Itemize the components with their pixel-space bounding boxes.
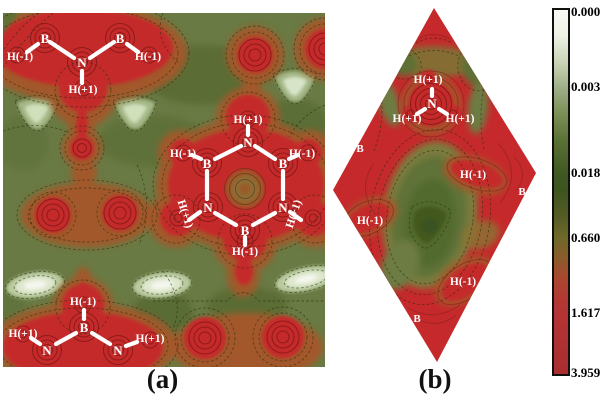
atom-label-h: H(+1) xyxy=(136,333,165,345)
atom-label-h: H(-1) xyxy=(7,51,33,63)
panel-a-caption: (a) xyxy=(146,364,179,394)
colorbar-tick: 3.959 xyxy=(571,365,600,380)
atom-label-h: H(+1) xyxy=(9,328,38,340)
atom-label-h: H(-1) xyxy=(135,51,161,63)
atom-label-h: H(-1) xyxy=(460,169,486,181)
atom-label-h: H(-1) xyxy=(170,148,196,160)
map-b-red-contours xyxy=(342,34,523,324)
atom-label-b: B xyxy=(241,223,250,238)
atom-label-h: H(-1) xyxy=(289,148,315,160)
atom-label-b: B xyxy=(279,156,288,171)
atom-label-h: H(+1) xyxy=(414,74,443,86)
atom-label-n: N xyxy=(278,200,288,215)
atom-label-h: H(+1) xyxy=(446,113,475,125)
atom-label-h: H(-1) xyxy=(232,246,258,258)
map-a-dark-green-patches xyxy=(3,45,325,339)
map-a-bonds xyxy=(24,39,304,349)
map-a-ring-center-contours xyxy=(224,168,266,210)
atom-label-b: B xyxy=(41,31,50,46)
atom-label-h: H(+1) xyxy=(234,114,263,126)
atom-label-b: B xyxy=(116,31,125,46)
map-a-contour-lines xyxy=(3,13,325,367)
map-b-atom-labels: H(+1) N H(+1) H(+1) B B B H(-1) H(-1) H(… xyxy=(356,74,526,325)
atom-label-b: B xyxy=(356,143,364,155)
map-b-valley-core xyxy=(413,206,447,243)
atom-label-b: B xyxy=(413,313,421,325)
atom-label-h: H(-1) xyxy=(450,276,476,288)
atom-label-h: H(-1) xyxy=(357,215,383,227)
atom-label-n: N xyxy=(427,96,437,111)
colorbar-tick: 1.617 xyxy=(571,305,600,320)
map-a-corner-wedge xyxy=(3,13,19,35)
map-a-ring-center xyxy=(226,170,264,208)
atom-label-n: N xyxy=(113,343,123,358)
atom-label-n: N xyxy=(243,135,253,150)
contour-map-b: H(+1) N H(+1) H(+1) B B B H(-1) H(-1) H(… xyxy=(333,8,536,362)
colorbar-tick: 0.000 xyxy=(571,4,600,19)
atom-label-h: H(+1) xyxy=(393,113,422,125)
color-scale-bar xyxy=(552,8,570,376)
panel-b-caption: (b) xyxy=(418,364,452,394)
atom-label-b: B xyxy=(203,156,212,171)
atom-label-h: H(-1) xyxy=(70,296,96,308)
atom-label-n: N xyxy=(203,200,213,215)
atom-label-b: B xyxy=(80,320,89,335)
atom-label-n: N xyxy=(77,55,87,70)
atom-label-n: N xyxy=(42,343,52,358)
map-b-bonds xyxy=(414,86,450,117)
colorbar-tick: 0.003 xyxy=(571,79,600,94)
colorbar-tick: 0.018 xyxy=(571,165,600,180)
colorbar-tick: 0.660 xyxy=(571,230,600,245)
contour-map-a: B H(-1) B H(-1) N H(+1) H(+1) N H(-1) B … xyxy=(3,13,325,367)
atom-label-h: H(+1) xyxy=(69,84,98,96)
atom-label-b: B xyxy=(518,186,526,198)
